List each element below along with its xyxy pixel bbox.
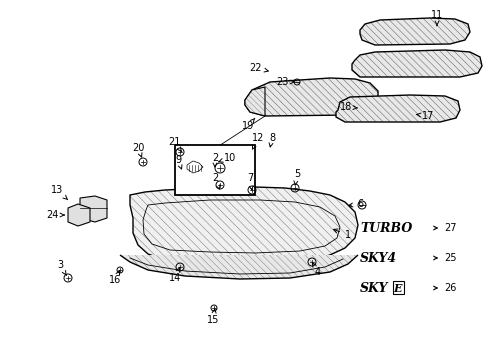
Bar bbox=[175, 145, 254, 195]
Text: 2: 2 bbox=[211, 173, 220, 189]
Text: 14: 14 bbox=[168, 267, 181, 283]
Text: TURBO: TURBO bbox=[359, 221, 411, 234]
Text: 18: 18 bbox=[339, 102, 357, 112]
Text: 15: 15 bbox=[206, 309, 219, 325]
Polygon shape bbox=[120, 255, 357, 279]
Text: 4: 4 bbox=[312, 263, 321, 277]
Polygon shape bbox=[244, 78, 377, 116]
Text: 20: 20 bbox=[132, 143, 144, 157]
Text: 7: 7 bbox=[246, 173, 253, 190]
Text: 24: 24 bbox=[46, 210, 64, 220]
Text: 25: 25 bbox=[432, 253, 456, 263]
Bar bbox=[392, 281, 403, 294]
Text: 10: 10 bbox=[218, 153, 236, 163]
Text: 3: 3 bbox=[57, 260, 66, 275]
Text: 11: 11 bbox=[430, 10, 442, 26]
Polygon shape bbox=[359, 18, 469, 45]
Polygon shape bbox=[80, 196, 107, 222]
Text: 26: 26 bbox=[432, 283, 455, 293]
Text: 16: 16 bbox=[109, 271, 121, 285]
Polygon shape bbox=[68, 204, 90, 226]
Text: 27: 27 bbox=[432, 223, 456, 233]
Text: 2: 2 bbox=[211, 153, 218, 167]
Text: 17: 17 bbox=[415, 111, 433, 121]
Polygon shape bbox=[130, 187, 357, 264]
Text: 6: 6 bbox=[348, 199, 362, 209]
Text: 21: 21 bbox=[167, 137, 182, 152]
Text: 9: 9 bbox=[175, 155, 182, 169]
Text: 1: 1 bbox=[333, 229, 350, 240]
Polygon shape bbox=[244, 87, 264, 116]
Text: 12: 12 bbox=[251, 133, 264, 149]
Text: 22: 22 bbox=[249, 63, 268, 73]
Text: 5: 5 bbox=[293, 169, 300, 185]
Text: 13: 13 bbox=[51, 185, 67, 200]
Polygon shape bbox=[335, 95, 459, 122]
Text: SKY: SKY bbox=[359, 282, 387, 294]
Text: 19: 19 bbox=[242, 118, 254, 131]
Polygon shape bbox=[351, 50, 481, 77]
Text: SKY4: SKY4 bbox=[359, 252, 396, 265]
Text: 23: 23 bbox=[275, 77, 293, 87]
Text: E: E bbox=[393, 283, 402, 293]
Text: 8: 8 bbox=[268, 133, 274, 147]
